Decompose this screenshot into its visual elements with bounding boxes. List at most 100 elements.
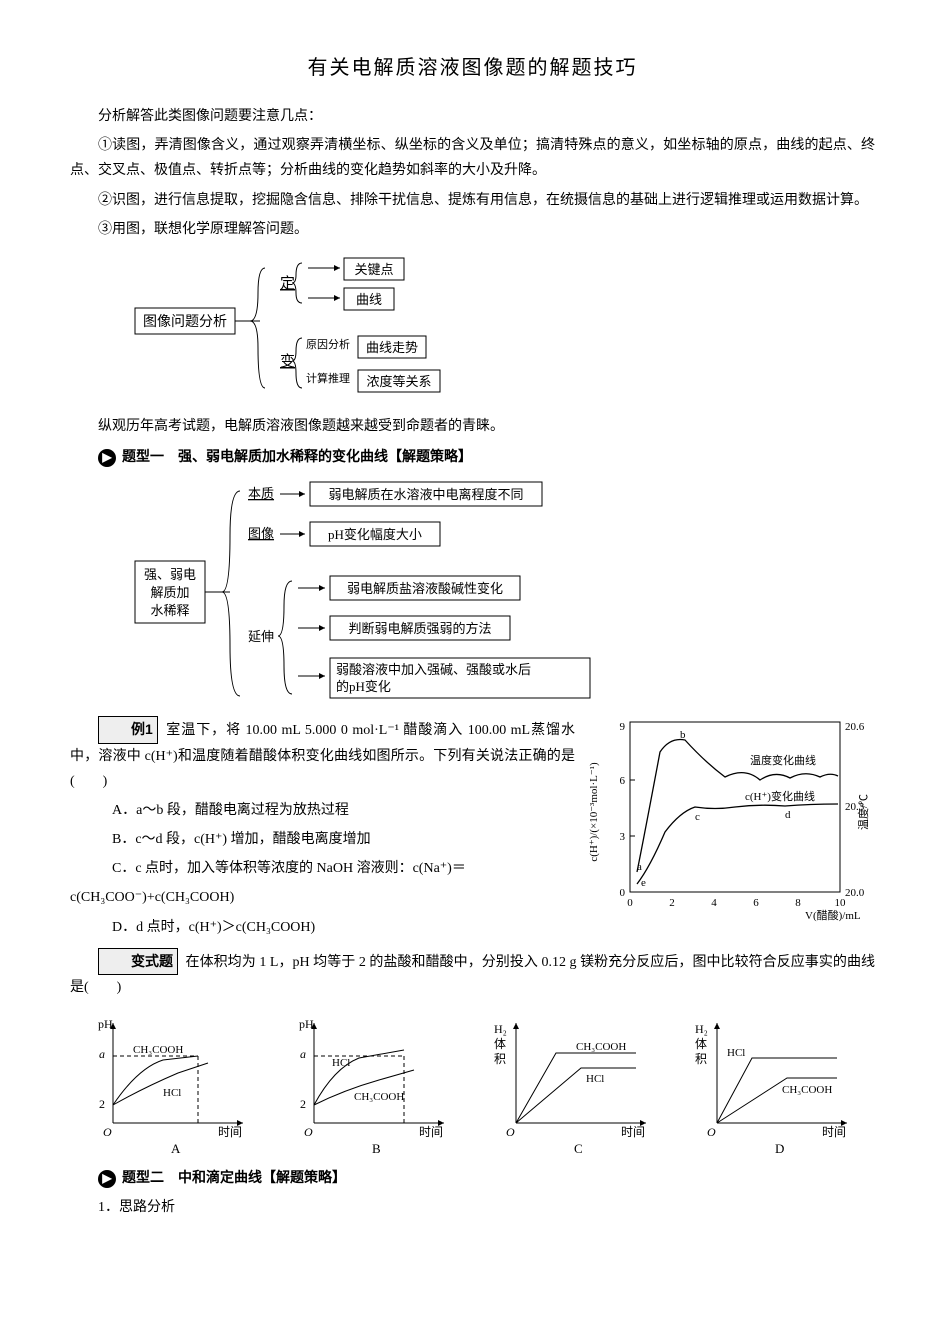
svg-text:10: 10 [835, 897, 847, 909]
svg-text:O: O [304, 1125, 313, 1139]
svg-text:2: 2 [300, 1097, 306, 1111]
variation-charts-row: pH 2 a CH₃COOH HCl O 时间 A pH 2 a HCl CH₃… [70, 1008, 875, 1158]
svg-text:a: a [637, 861, 642, 873]
svg-text:曲线走势: 曲线走势 [366, 340, 418, 355]
svg-text:B: B [372, 1141, 381, 1156]
svg-text:延伸: 延伸 [248, 629, 274, 644]
svg-text:CH₃COOH: CH₃COOH [354, 1091, 404, 1103]
variation-1: 变式题 在体积均为 1 L，pH 均等于 2 的盐酸和醋酸中，分别投入 0.12… [70, 948, 875, 1000]
point-1: ①读图，弄清图像含义，通过观察弄清横坐标、纵坐标的含义及单位；搞清特殊点的意义，… [70, 133, 875, 183]
svg-text:时间: 时间 [822, 1125, 846, 1139]
svg-text:O: O [707, 1125, 716, 1139]
chart-b: pH 2 a HCl CH₃COOH O 时间 B [284, 1008, 459, 1158]
svg-text:pH: pH [299, 1017, 314, 1031]
svg-text:O: O [103, 1125, 112, 1139]
arrow-bullet-icon: ▶ [98, 449, 116, 467]
svg-text:0: 0 [620, 887, 626, 899]
svg-text:温度变化曲线: 温度变化曲线 [750, 753, 816, 767]
point-3: ③用图，联想化学原理解答问题。 [70, 217, 875, 242]
svg-text:0: 0 [627, 897, 633, 909]
svg-text:水稀释: 水稀释 [150, 603, 189, 618]
chart-c: H₂ 体 积 CH₃COOH HCl O 时间 C [486, 1008, 661, 1158]
variation-1-label: 变式题 [98, 948, 178, 975]
chart-d: H₂ 体 积 HCl CH₃COOH O 时间 D [687, 1008, 862, 1158]
svg-text:V(醋酸)/mL: V(醋酸)/mL [805, 908, 861, 922]
svg-text:解质加: 解质加 [150, 585, 189, 600]
svg-text:CH₃COOH: CH₃COOH [576, 1041, 626, 1053]
svg-text:图像问题分析: 图像问题分析 [143, 314, 227, 330]
svg-text:温度/℃: 温度/℃ [856, 794, 870, 830]
svg-text:时间: 时间 [419, 1125, 443, 1139]
analysis-tree-diagram: 图像问题分析 定 关键点 曲线 变 原因分析 曲线走势 计算推理 浓度等关系 [130, 248, 875, 408]
svg-text:原因分析: 原因分析 [306, 337, 350, 351]
svg-text:HCl: HCl [163, 1087, 181, 1099]
svg-text:a: a [99, 1047, 105, 1061]
svg-text:H₂: H₂ [494, 1022, 507, 1036]
svg-text:b: b [680, 729, 686, 741]
variation-1-stem: 在体积均为 1 L，pH 均等于 2 的盐酸和醋酸中，分别投入 0.12 g 镁… [70, 955, 875, 995]
svg-text:e: e [641, 877, 646, 889]
svg-text:HCl: HCl [727, 1047, 745, 1059]
svg-text:弱酸溶液中加入强碱、强酸或水后: 弱酸溶液中加入强碱、强酸或水后 [336, 662, 531, 677]
mid-text: 纵观历年高考试题，电解质溶液图像题越来越受到命题者的青睐。 [70, 414, 875, 439]
svg-text:H₂: H₂ [695, 1022, 708, 1036]
svg-text:c(H⁺)/(×10⁻³mol·L⁻¹): c(H⁺)/(×10⁻³mol·L⁻¹) [588, 762, 600, 862]
svg-text:强、弱电: 强、弱电 [144, 567, 196, 582]
svg-text:4: 4 [711, 897, 717, 909]
svg-text:a: a [300, 1047, 306, 1061]
section-1-header: ▶ 题型一 强、弱电解质加水稀释的变化曲线【解题策略】 [98, 445, 875, 470]
svg-text:2: 2 [99, 1097, 105, 1111]
svg-text:C: C [574, 1141, 583, 1156]
svg-text:判断弱电解质强弱的方法: 判断弱电解质强弱的方法 [348, 621, 491, 636]
svg-text:CH₃COOH: CH₃COOH [782, 1084, 832, 1096]
chart-a: pH 2 a CH₃COOH HCl O 时间 A [83, 1008, 258, 1158]
svg-text:pH变化幅度大小: pH变化幅度大小 [328, 527, 422, 542]
section-1-title: 题型一 强、弱电解质加水稀释的变化曲线【解题策略】 [122, 445, 472, 470]
svg-text:HCl: HCl [586, 1073, 604, 1085]
svg-text:的pH变化: 的pH变化 [336, 679, 391, 694]
svg-text:c(H⁺)变化曲线: c(H⁺)变化曲线 [745, 789, 815, 803]
section-2-sub: 1．思路分析 [70, 1195, 875, 1220]
intro-text: 分析解答此类图像问题要注意几点： [70, 104, 875, 129]
option-c-line2: c(CH₃COO⁻)+c(CH₃COOH) [70, 885, 575, 910]
option-a: A．a～b 段，醋酸电离过程为放热过程 [70, 798, 575, 823]
svg-text:2: 2 [669, 897, 675, 909]
example-1-label: 例1 [98, 716, 158, 743]
svg-text:6: 6 [753, 897, 759, 909]
svg-text:20.0: 20.0 [845, 887, 865, 899]
point-2: ②识图，进行信息提取，挖掘隐含信息、排除干扰信息、提炼有用信息，在统摄信息的基础… [70, 188, 875, 213]
svg-text:HCl: HCl [332, 1057, 350, 1069]
option-d: D．d 点时，c(H⁺)＞c(CH₃COOH) [70, 915, 575, 940]
svg-text:pH: pH [98, 1017, 113, 1031]
svg-text:D: D [775, 1141, 784, 1156]
page-title: 有关电解质溶液图像题的解题技巧 [70, 50, 875, 86]
section-2-header: ▶ 题型二 中和滴定曲线【解题策略】 [98, 1166, 875, 1191]
svg-text:20.6: 20.6 [845, 721, 865, 733]
dilution-tree-diagram: 强、弱电 解质加 水稀释 本质 弱电解质在水溶液中电离程度不同 图像 pH变化幅… [130, 476, 875, 706]
svg-text:积: 积 [494, 1052, 506, 1066]
svg-text:c: c [695, 811, 700, 823]
svg-text:关键点: 关键点 [354, 262, 393, 277]
section-2-title: 题型二 中和滴定曲线【解题策略】 [122, 1166, 346, 1191]
svg-text:浓度等关系: 浓度等关系 [366, 374, 431, 389]
svg-text:8: 8 [795, 897, 801, 909]
svg-text:时间: 时间 [621, 1125, 645, 1139]
example-1-chart: 0 3 6 9 20.0 20.3 20.6 0 2 4 6 8 10 c(H⁺… [585, 712, 875, 922]
arrow-bullet-icon: ▶ [98, 1170, 116, 1188]
svg-text:本质: 本质 [248, 486, 274, 501]
svg-text:体: 体 [494, 1037, 506, 1051]
svg-text:积: 积 [695, 1052, 707, 1066]
svg-text:O: O [506, 1125, 515, 1139]
svg-text:体: 体 [695, 1037, 707, 1051]
svg-text:弱电解质在水溶液中电离程度不同: 弱电解质在水溶液中电离程度不同 [328, 487, 523, 502]
svg-text:3: 3 [620, 831, 626, 843]
example-1: 例1 室温下，将 10.00 mL 5.000 0 mol·L⁻¹ 醋酸滴入 1… [70, 712, 875, 944]
svg-text:9: 9 [620, 721, 626, 733]
svg-text:时间: 时间 [218, 1125, 242, 1139]
svg-text:6: 6 [620, 775, 626, 787]
svg-text:曲线: 曲线 [356, 292, 382, 307]
svg-text:d: d [785, 809, 791, 821]
option-c-line1: C．c 点时，加入等体积等浓度的 NaOH 溶液则：c(Na⁺)＝ [70, 856, 575, 881]
svg-text:A: A [171, 1141, 181, 1156]
option-b: B．c～d 段，c(H⁺) 增加，醋酸电离度增加 [70, 827, 575, 852]
